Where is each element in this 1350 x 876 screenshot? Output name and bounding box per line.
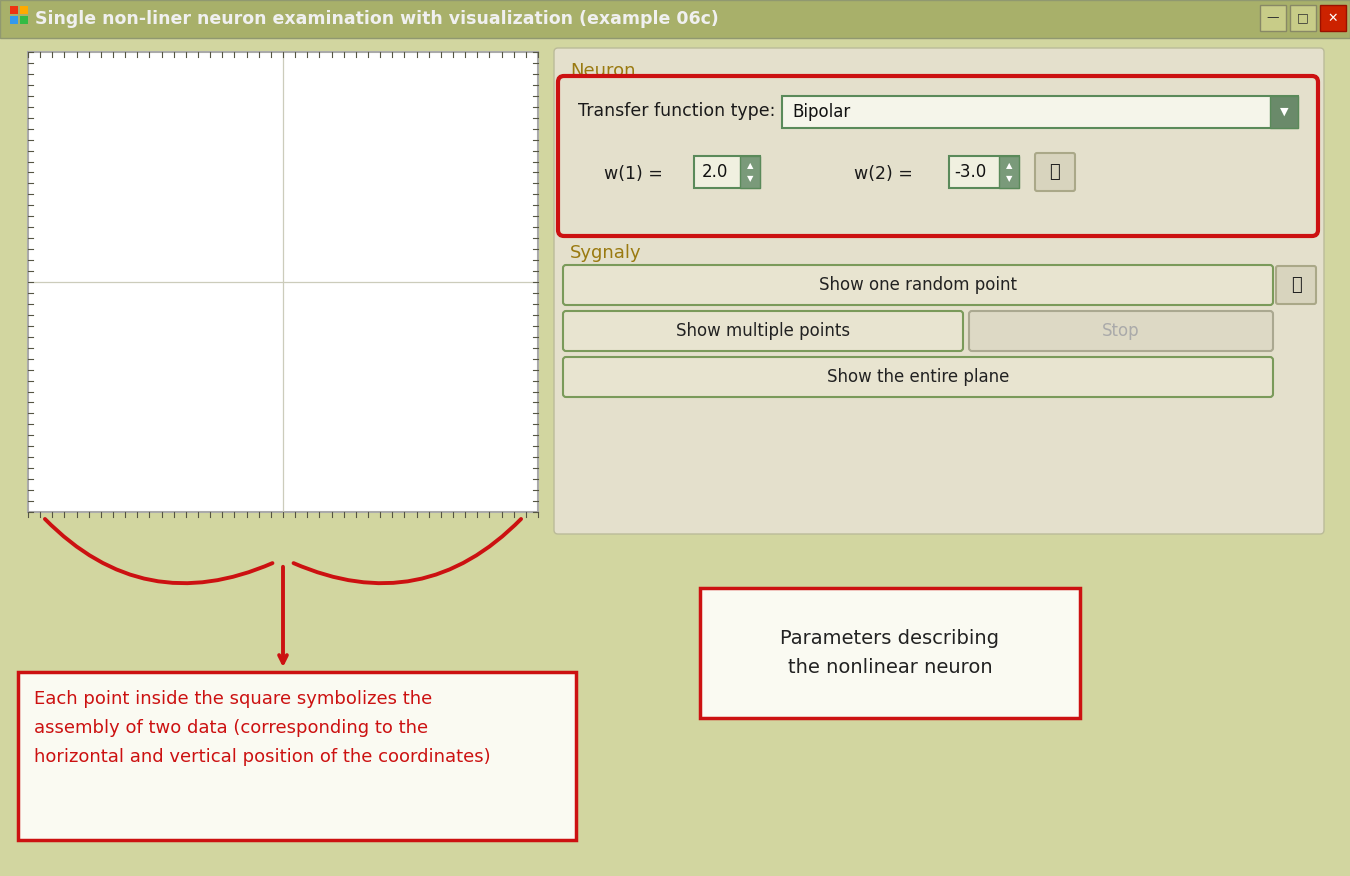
Text: ▲: ▲ bbox=[1006, 161, 1012, 170]
FancyBboxPatch shape bbox=[1320, 5, 1346, 31]
FancyBboxPatch shape bbox=[701, 588, 1080, 718]
FancyBboxPatch shape bbox=[563, 311, 963, 351]
Text: ▼: ▼ bbox=[747, 174, 753, 183]
FancyBboxPatch shape bbox=[554, 48, 1324, 534]
FancyBboxPatch shape bbox=[1291, 5, 1316, 31]
Text: Show one random point: Show one random point bbox=[819, 276, 1017, 294]
FancyBboxPatch shape bbox=[740, 156, 760, 188]
Text: Neuron: Neuron bbox=[570, 62, 636, 80]
FancyBboxPatch shape bbox=[949, 156, 1019, 188]
Text: Each point inside the square symbolizes the
assembly of two data (corresponding : Each point inside the square symbolizes … bbox=[34, 690, 490, 766]
Text: Show multiple points: Show multiple points bbox=[676, 322, 850, 340]
FancyBboxPatch shape bbox=[0, 0, 1350, 38]
Text: Single non-liner neuron examination with visualization (example 06c): Single non-liner neuron examination with… bbox=[35, 10, 718, 28]
Text: 2.0: 2.0 bbox=[702, 163, 728, 181]
FancyBboxPatch shape bbox=[28, 52, 539, 512]
Text: 🌐: 🌐 bbox=[1050, 163, 1060, 181]
FancyBboxPatch shape bbox=[9, 6, 18, 14]
FancyBboxPatch shape bbox=[20, 6, 28, 14]
Text: Parameters describing
the nonlinear neuron: Parameters describing the nonlinear neur… bbox=[780, 629, 999, 677]
FancyBboxPatch shape bbox=[1270, 96, 1297, 128]
Text: Transfer function type:: Transfer function type: bbox=[578, 102, 775, 120]
Text: w(2) =: w(2) = bbox=[855, 165, 913, 183]
Text: Show the entire plane: Show the entire plane bbox=[826, 368, 1010, 386]
FancyBboxPatch shape bbox=[0, 38, 1350, 876]
Text: ▲: ▲ bbox=[747, 161, 753, 170]
FancyBboxPatch shape bbox=[694, 156, 760, 188]
Text: w(1) =: w(1) = bbox=[603, 165, 663, 183]
FancyBboxPatch shape bbox=[558, 76, 1318, 236]
FancyBboxPatch shape bbox=[20, 16, 28, 24]
FancyBboxPatch shape bbox=[1260, 5, 1287, 31]
Text: ▼: ▼ bbox=[1280, 107, 1288, 117]
Text: 🌐: 🌐 bbox=[1291, 276, 1301, 294]
FancyBboxPatch shape bbox=[9, 16, 18, 24]
Text: —: — bbox=[1266, 11, 1280, 25]
FancyBboxPatch shape bbox=[563, 357, 1273, 397]
Text: ✕: ✕ bbox=[1328, 11, 1338, 25]
FancyBboxPatch shape bbox=[999, 156, 1019, 188]
Text: Stop: Stop bbox=[1102, 322, 1139, 340]
FancyBboxPatch shape bbox=[18, 672, 576, 840]
Text: Sygnaly: Sygnaly bbox=[570, 244, 641, 262]
Text: □: □ bbox=[1297, 11, 1310, 25]
Text: ▼: ▼ bbox=[1006, 174, 1012, 183]
FancyBboxPatch shape bbox=[563, 265, 1273, 305]
FancyBboxPatch shape bbox=[782, 96, 1297, 128]
FancyBboxPatch shape bbox=[1276, 266, 1316, 304]
FancyBboxPatch shape bbox=[969, 311, 1273, 351]
Text: -3.0: -3.0 bbox=[954, 163, 986, 181]
FancyBboxPatch shape bbox=[1035, 153, 1075, 191]
Text: Bipolar: Bipolar bbox=[792, 103, 850, 121]
